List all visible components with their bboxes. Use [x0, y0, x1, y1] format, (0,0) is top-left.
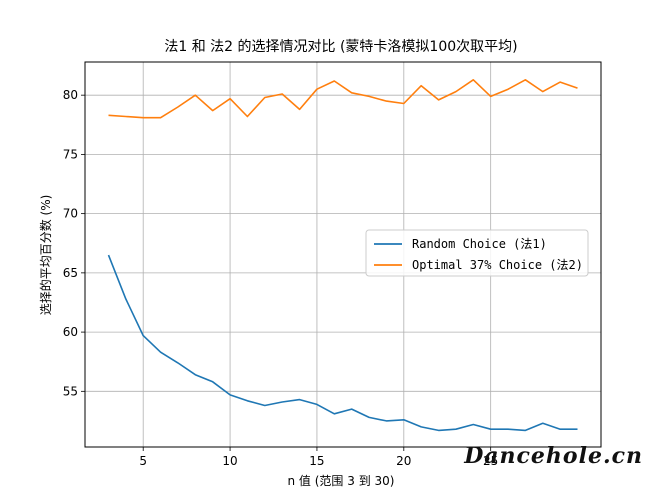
x-tick-label: 20	[396, 454, 411, 468]
y-tick-label: 80	[63, 88, 78, 102]
plot-area-frame	[84, 61, 602, 448]
y-axis-label: 选择的平均百分数 (%)	[38, 195, 53, 316]
legend-label-2: Optimal 37% Choice (法2)	[412, 258, 583, 272]
series-line-2	[108, 79, 578, 119]
series-line-1	[107, 254, 578, 432]
y-tick-label: 60	[63, 325, 78, 339]
y-tick-label: 75	[63, 147, 78, 161]
x-tick-label: 10	[222, 454, 237, 468]
y-tick-label: 55	[63, 384, 78, 398]
x-tick-label: 5	[139, 454, 147, 468]
x-tick-label: 25	[483, 454, 498, 468]
x-tick-label: 15	[309, 454, 324, 468]
legend-box	[365, 229, 589, 277]
legend: Random Choice (法1) Optimal 37% Choice (法2…	[365, 229, 589, 277]
series-lines	[107, 79, 578, 432]
axis-ticks: 5 10 15 20 25 55 60 65 70 75 80	[63, 88, 499, 468]
watermark-text: Dancehole.cn	[464, 443, 643, 469]
y-tick-label: 65	[63, 266, 78, 280]
legend-label-1: Random Choice (法1)	[412, 237, 547, 251]
chart-title: 法1 和 法2 的选择情况对比 (蒙特卡洛模拟100次取平均)	[164, 39, 517, 55]
x-axis-label: n 值 (范围 3 到 30)	[288, 473, 395, 488]
y-tick-label: 70	[63, 207, 78, 221]
